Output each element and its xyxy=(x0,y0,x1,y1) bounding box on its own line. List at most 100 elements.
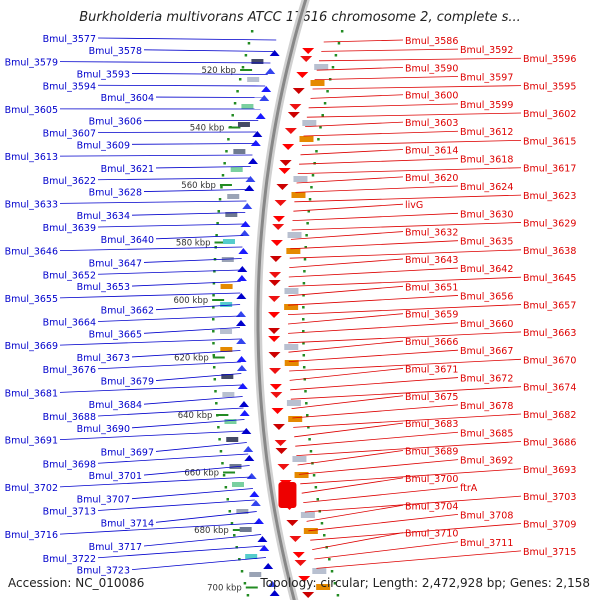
right-gene-label: Bmul_3703 xyxy=(523,492,576,503)
right-leader-line xyxy=(294,194,522,203)
scale-dot xyxy=(222,474,226,477)
gene-block xyxy=(293,176,308,182)
topology-label: Topology: circular; Length: 2,472,928 bp… xyxy=(260,576,590,590)
reverse-gene-arrow xyxy=(292,88,305,94)
scale-dot xyxy=(331,66,335,69)
forward-gene-arrow xyxy=(244,455,255,461)
right-leader-line xyxy=(314,541,459,560)
right-leader-line xyxy=(306,504,404,522)
scale-dot xyxy=(218,198,222,201)
right-leader-line xyxy=(295,185,459,193)
scale-dot xyxy=(336,594,340,597)
scale-dot xyxy=(226,498,229,501)
gene-block xyxy=(247,77,260,82)
scale-dot xyxy=(240,570,244,573)
left-leader-line xyxy=(59,292,241,299)
left-gene-label: Bmul_3664 xyxy=(43,318,96,329)
left-leader-line xyxy=(97,453,249,464)
right-leader-line xyxy=(300,468,522,485)
forward-gene-arrow xyxy=(257,536,268,542)
reverse-gene-arrow xyxy=(292,552,305,558)
forward-gene-arrow xyxy=(237,383,248,389)
left-gene-label: Bmul_3606 xyxy=(89,117,142,128)
scale-dot xyxy=(302,330,305,333)
right-gene-label: Bmul_3602 xyxy=(523,109,576,120)
right-gene-label: Bmul_3642 xyxy=(460,264,513,275)
scale-dot xyxy=(306,222,309,225)
right-gene-label: Bmul_3674 xyxy=(523,383,576,394)
scale-dot xyxy=(246,594,250,597)
right-leader-line xyxy=(303,486,459,503)
right-gene-label: Bmul_3600 xyxy=(405,91,458,102)
right-leader-line xyxy=(288,331,522,344)
gene-block xyxy=(237,122,250,127)
right-leader-line xyxy=(301,139,522,146)
reverse-gene-arrow xyxy=(270,240,283,246)
scale-dot xyxy=(219,450,223,453)
reverse-gene-arrow xyxy=(296,72,309,78)
reverse-gene-arrow xyxy=(268,352,281,358)
left-leader-line xyxy=(97,499,255,511)
scale-dot xyxy=(220,186,223,189)
left-leader-line xyxy=(131,419,245,429)
right-leader-line xyxy=(291,222,522,231)
reverse-gene-arrow xyxy=(287,112,300,118)
reverse-gene-arrow xyxy=(302,48,315,54)
backbone-track xyxy=(256,0,308,600)
scale-dot xyxy=(302,318,305,321)
forward-gene-arrow xyxy=(239,230,250,236)
right-gene-label: Bmul_3675 xyxy=(405,392,458,403)
right-leader-line xyxy=(323,39,404,43)
gene-block xyxy=(251,59,264,64)
left-leader-line xyxy=(97,361,241,370)
reverse-gene-arrow xyxy=(272,424,285,430)
scale-dot xyxy=(212,282,216,285)
scale-dot xyxy=(316,498,319,501)
forward-gene-arrow xyxy=(245,176,256,182)
forward-gene-arrow xyxy=(267,581,278,587)
scale-dot xyxy=(214,390,217,393)
scale-dot xyxy=(304,246,307,249)
right-gene-label: Bmul_3629 xyxy=(523,218,576,229)
scale-dot xyxy=(302,282,306,285)
right-gene-label: Bmul_3685 xyxy=(460,428,513,439)
right-leader-line xyxy=(312,85,522,90)
right-gene-label: Bmul_3704 xyxy=(405,501,458,512)
right-gene-label: Bmul_3682 xyxy=(523,410,576,421)
reverse-gene-arrow xyxy=(272,224,285,230)
gene-block xyxy=(294,472,309,478)
left-leader-line xyxy=(97,37,277,41)
gene-block xyxy=(249,572,262,577)
gene-block xyxy=(310,80,325,86)
right-gene-label: Bmul_3643 xyxy=(405,255,458,266)
gene-block xyxy=(288,416,303,422)
left-gene-label: Bmul_3698 xyxy=(43,459,96,470)
forward-gene-arrow xyxy=(244,185,255,191)
right-leader-line xyxy=(301,477,404,494)
scale-dot xyxy=(302,342,305,345)
left-leader-line xyxy=(59,61,271,64)
right-gene-label: Bmul_3592 xyxy=(460,45,513,56)
forward-gene-arrow xyxy=(250,140,261,146)
forward-gene-arrow xyxy=(236,356,247,362)
scale-dot xyxy=(233,534,236,537)
left-leader-line xyxy=(97,269,242,275)
scale-dot xyxy=(228,510,232,513)
reverse-gene-arrow xyxy=(294,560,307,566)
left-gene-label: Bmul_3593 xyxy=(77,69,130,80)
scale-dot xyxy=(314,486,318,489)
left-gene-label: Bmul_3701 xyxy=(89,471,142,482)
right-leader-line xyxy=(288,276,522,287)
left-gene-label: Bmul_3716 xyxy=(5,530,58,541)
left-gene-label: Bmul_3717 xyxy=(89,542,142,553)
scale-dot xyxy=(319,126,322,129)
forward-gene-arrow xyxy=(242,203,253,209)
left-gene-label: Bmul_3702 xyxy=(5,483,58,494)
right-gene-label: Bmul_3599 xyxy=(460,100,513,111)
scale-dot xyxy=(330,570,334,573)
right-leader-line xyxy=(288,295,459,306)
gene-block xyxy=(224,419,237,424)
right-leader-line xyxy=(290,231,404,240)
left-leader-line xyxy=(155,442,247,452)
